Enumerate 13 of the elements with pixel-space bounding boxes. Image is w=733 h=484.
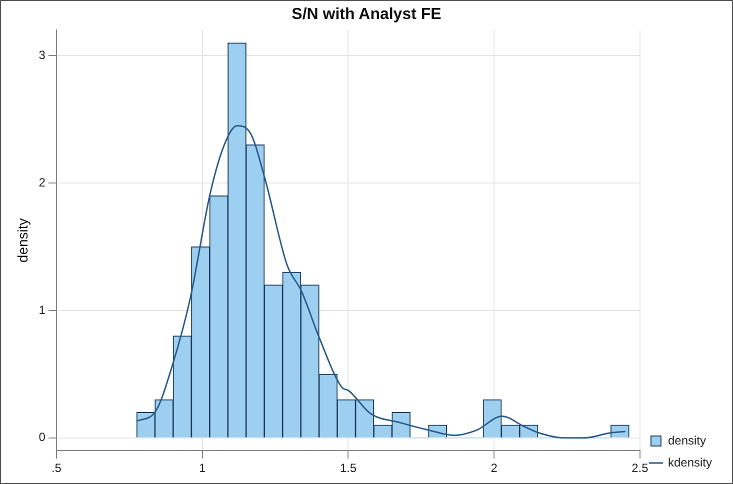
- legend-label: density: [668, 433, 706, 448]
- x-tick-label: .5: [51, 461, 62, 476]
- x-tick-label: 2: [490, 461, 498, 476]
- y-tick-label: 3: [38, 48, 46, 62]
- legend-label: kdensity: [668, 455, 712, 470]
- x-tick-label: 1: [199, 461, 206, 476]
- x-tick-label: 1.5: [340, 461, 357, 476]
- y-tick-label: 0: [38, 430, 46, 444]
- y-tick-label: 1: [38, 302, 46, 317]
- chart-title: S/N with Analyst FE: [292, 6, 442, 24]
- y-tick-label: 2: [38, 175, 46, 190]
- y-axis-title: density: [14, 218, 30, 263]
- x-tick-label: 2.5: [632, 461, 649, 476]
